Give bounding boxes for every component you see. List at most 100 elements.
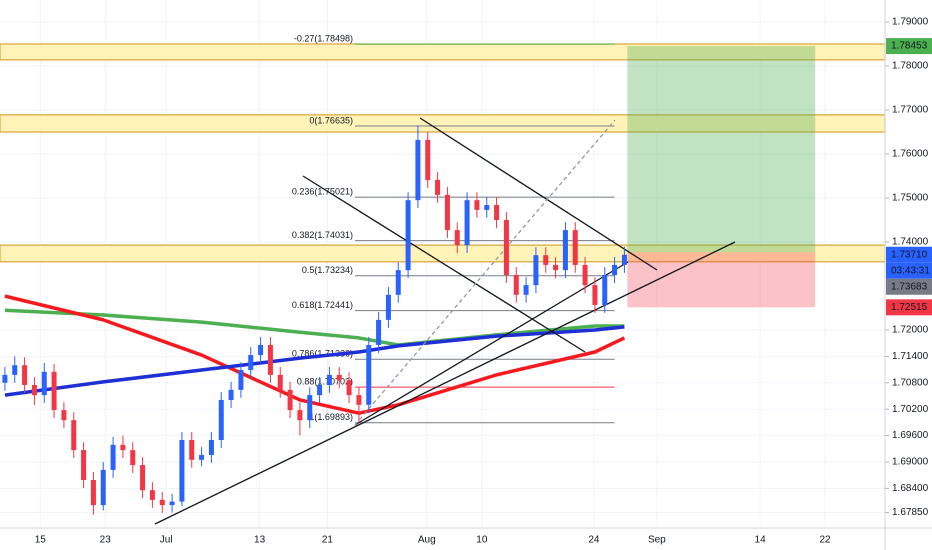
candle-body — [425, 139, 431, 180]
price-badge — [886, 299, 932, 316]
candle-body — [179, 440, 185, 502]
candle-body — [474, 200, 480, 210]
x-tick-label: 14 — [755, 535, 767, 546]
x-tick-label: 13 — [254, 535, 266, 546]
price-badge — [886, 278, 932, 295]
y-tick-label: 1.75000 — [892, 193, 929, 204]
x-tick-label: Aug — [418, 535, 436, 546]
candle-body — [208, 440, 214, 455]
candle-body — [523, 285, 529, 295]
y-tick-label: 1.70800 — [892, 377, 929, 388]
candle-body — [71, 420, 77, 451]
candle-body — [356, 395, 362, 405]
candle-body — [159, 499, 165, 506]
price-badge-label: 1.78453 — [891, 41, 928, 52]
y-tick-label: 1.69600 — [892, 430, 929, 441]
axes: 1.79000 1.78000 1.77000 1.76000 1.75000 1.740… — [35, 17, 932, 546]
candle-body — [336, 374, 342, 381]
candle-body — [582, 264, 588, 286]
y-tick-label: 1.76000 — [892, 149, 929, 160]
y-tick-label: 1.74000 — [892, 237, 929, 248]
price-badge — [886, 246, 932, 263]
candle-body — [218, 399, 224, 440]
candle-body — [130, 450, 136, 466]
fib-label: 0.382(1.74031) — [292, 230, 353, 240]
candle-body — [503, 220, 509, 275]
candle-body — [287, 389, 293, 411]
y-tick-label: 1.71400 — [892, 351, 929, 362]
y-tick-label: 1.72000 — [892, 325, 929, 336]
candle-body — [100, 469, 106, 506]
candles — [2, 125, 627, 515]
candle-body — [81, 450, 87, 481]
candle-body — [189, 440, 195, 460]
x-tick-label: 15 — [35, 535, 47, 546]
candle-body — [484, 205, 490, 210]
candle-body — [228, 389, 234, 400]
candle-body — [326, 374, 332, 385]
candle-body — [22, 365, 28, 385]
candle-body — [199, 454, 205, 460]
fib-label: 0.236(1.75021) — [292, 186, 353, 196]
candle-body — [317, 385, 323, 396]
y-tick-label: 1.68400 — [892, 483, 929, 494]
target-zone — [627, 46, 816, 253]
price-badge-label: 1.73710 — [891, 249, 928, 260]
candle-body — [120, 444, 126, 451]
candle-body — [395, 270, 401, 295]
candle-body — [513, 275, 519, 295]
fib-label: 0(1.76635) — [309, 115, 353, 125]
candle-body — [572, 230, 578, 265]
fib-label: 0.618(1.72441) — [292, 300, 353, 310]
x-tick-label: 22 — [819, 535, 831, 546]
candle-body — [435, 179, 441, 195]
candle-body — [140, 465, 146, 491]
candle-body — [444, 194, 450, 231]
x-tick-label: Jul — [160, 535, 173, 546]
trendline — [354, 261, 629, 426]
stop-zone — [627, 252, 816, 308]
y-tick-label: 1.78000 — [892, 61, 929, 72]
candle-body — [553, 264, 559, 271]
moving-average — [4, 325, 625, 397]
candle-body — [51, 371, 57, 411]
fib-label: 0.88(1.70702) — [297, 376, 353, 386]
trendline — [354, 119, 616, 426]
trendline — [302, 175, 586, 353]
candle-body — [376, 319, 382, 345]
grid — [0, 0, 885, 528]
countdown-label: 03:43:31 — [891, 265, 930, 276]
candle-body — [238, 370, 244, 390]
candle-body — [31, 385, 37, 396]
countdown-badge — [886, 262, 932, 279]
candle-body — [248, 355, 254, 371]
candle-body — [12, 365, 18, 375]
candle-body — [277, 374, 283, 390]
y-tick-label: 1.70200 — [892, 404, 929, 415]
y-tick-label: 1.79000 — [892, 17, 929, 28]
candle-body — [602, 275, 608, 305]
fib-label: -0.27(1.78498) — [294, 33, 353, 43]
price-badge — [886, 38, 932, 55]
y-tick-label: 1.77000 — [892, 105, 929, 116]
price-badge-label: 1.73683 — [891, 281, 928, 292]
candle-body — [454, 230, 460, 246]
candle-body — [110, 444, 116, 470]
candle-body — [543, 255, 549, 265]
candle-body — [494, 205, 500, 220]
position-tool — [627, 46, 816, 308]
candle-body — [612, 264, 618, 275]
candle-body — [533, 255, 539, 286]
candle-body — [258, 344, 264, 356]
x-tick-label: 24 — [588, 535, 600, 546]
candle-body — [464, 200, 470, 246]
candle-body — [346, 380, 352, 396]
candle-body — [366, 344, 372, 405]
candle-body — [90, 480, 96, 506]
fib-label: 0.786(1.71336) — [292, 349, 353, 359]
candle-body — [562, 230, 568, 271]
candle-body — [297, 410, 303, 421]
candle-body — [169, 501, 175, 506]
candle-body — [415, 139, 421, 201]
